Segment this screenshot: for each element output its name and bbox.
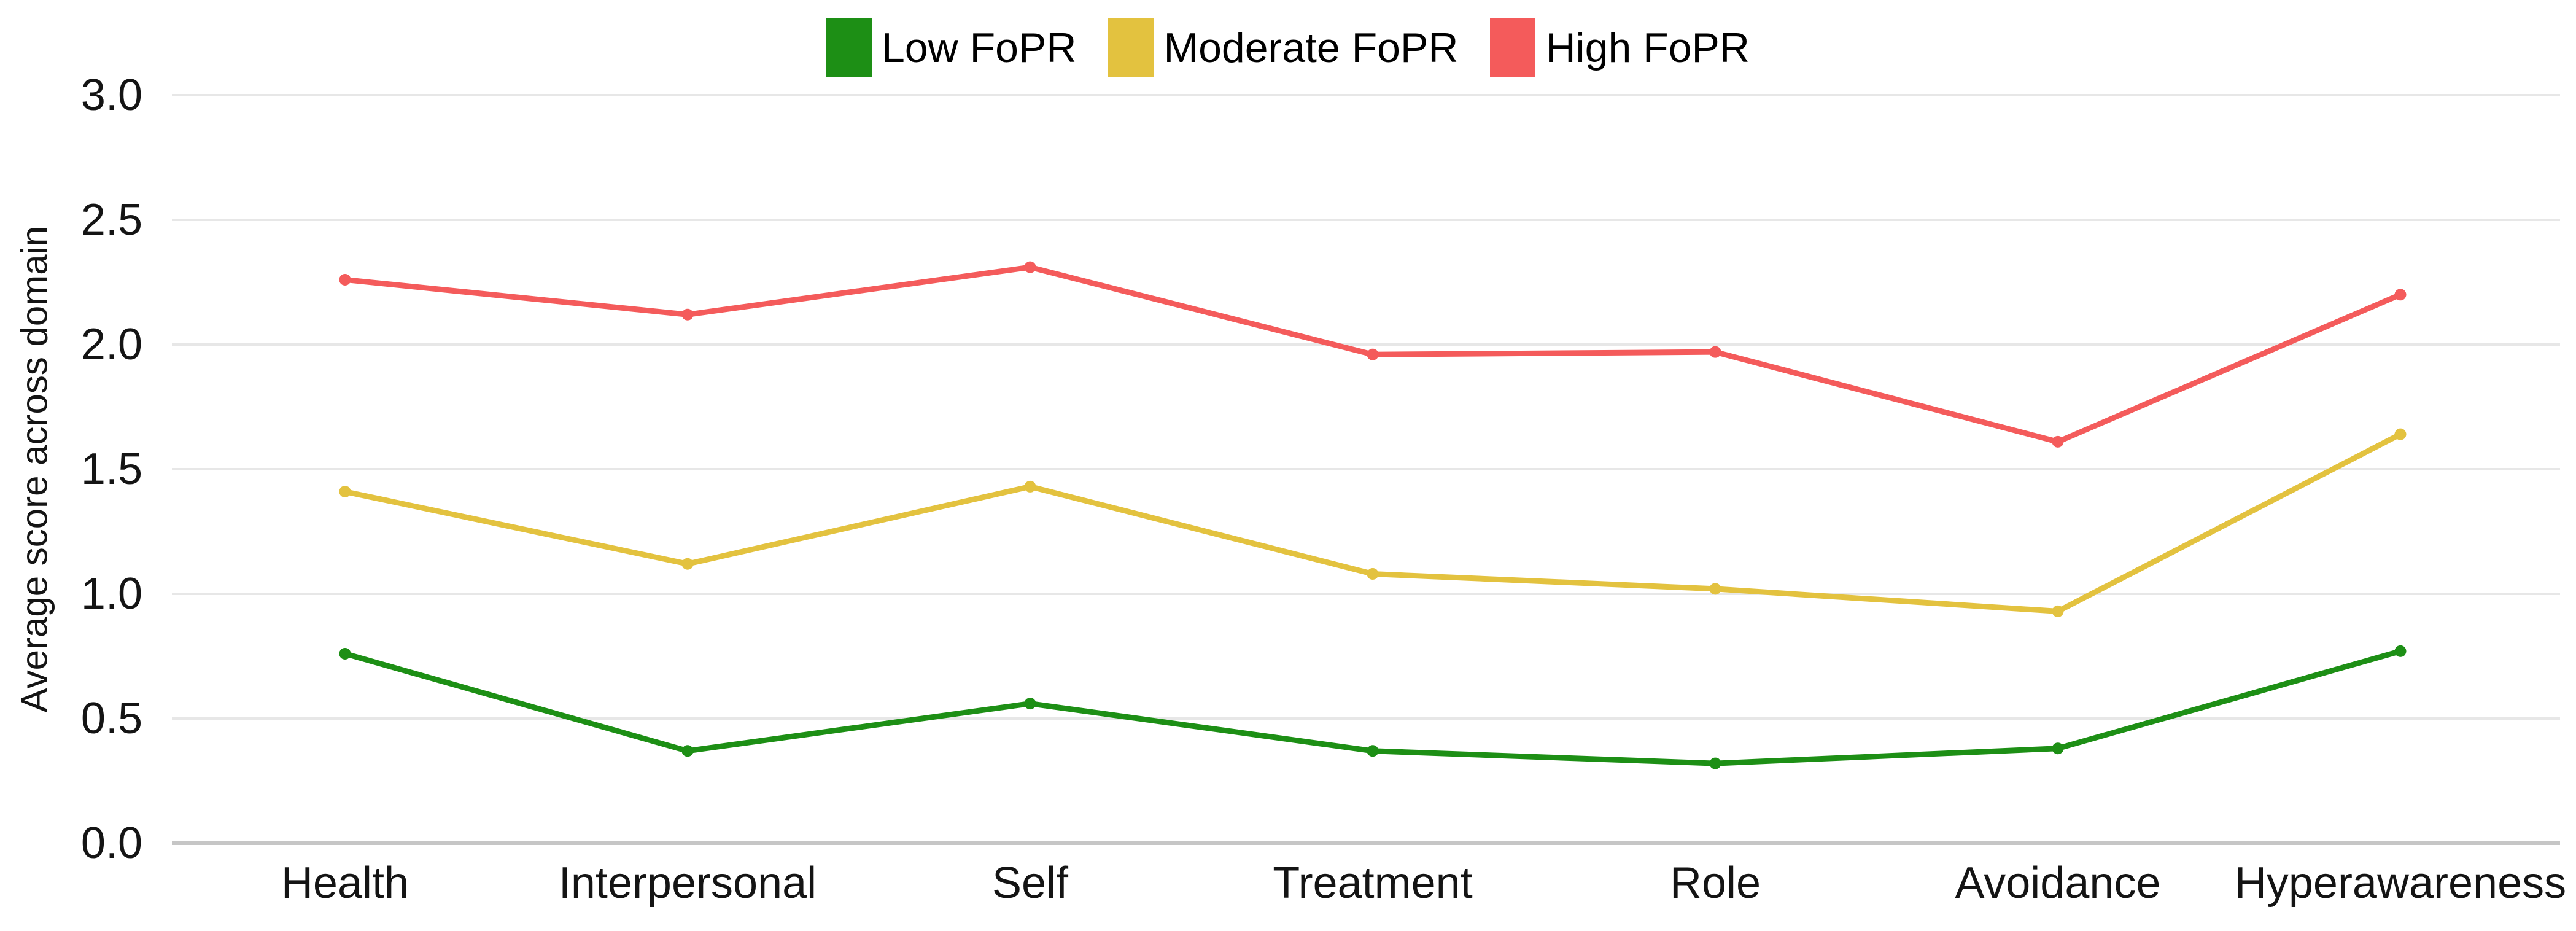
y-tick-label: 2.5: [81, 195, 142, 244]
x-tick-label: Health: [281, 859, 409, 908]
data-point-low-fopr: [2394, 645, 2407, 657]
chart-legend: Low FoPR Moderate FoPR High FoPR: [0, 18, 2576, 77]
x-tick-label: Self: [992, 859, 1069, 908]
data-point-high-fopr: [1709, 346, 1721, 358]
data-point-low-fopr: [339, 647, 351, 660]
data-point-high-fopr: [2052, 435, 2064, 448]
x-tick-label: Hyperawareness: [2235, 859, 2566, 908]
legend-item-moderate-fopr: Moderate FoPR: [1108, 18, 1458, 77]
data-point-high-fopr: [2394, 289, 2407, 301]
data-point-moderate-fopr: [681, 558, 694, 570]
data-point-high-fopr: [339, 273, 351, 286]
y-tick-label: 2.0: [81, 320, 142, 369]
data-point-moderate-fopr: [1024, 480, 1036, 493]
x-tick-label: Avoidance: [1955, 859, 2161, 908]
data-point-low-fopr: [1367, 745, 1379, 757]
data-point-low-fopr: [1024, 698, 1036, 710]
legend-label-low-fopr: Low FoPR: [881, 25, 1077, 71]
data-point-low-fopr: [1709, 757, 1721, 769]
data-point-moderate-fopr: [1709, 583, 1721, 595]
data-point-low-fopr: [2052, 742, 2064, 755]
x-tick-label: Interpersonal: [559, 859, 817, 908]
data-point-moderate-fopr: [1367, 568, 1379, 580]
y-tick-label: 1.0: [81, 569, 142, 618]
x-tick-label: Role: [1670, 859, 1761, 908]
series-line-moderate-fopr: [342, 431, 2403, 614]
legend-label-moderate-fopr: Moderate FoPR: [1163, 25, 1459, 71]
x-tick-label: Treatment: [1273, 859, 1472, 908]
legend-swatch-moderate-fopr: [1108, 18, 1154, 77]
data-point-moderate-fopr: [2394, 428, 2407, 440]
data-point-moderate-fopr: [2052, 605, 2064, 617]
legend-swatch-high-fopr: [1490, 18, 1536, 77]
y-tick-label: 3.0: [81, 71, 142, 120]
data-point-high-fopr: [681, 308, 694, 321]
data-point-high-fopr: [1024, 261, 1036, 273]
data-point-low-fopr: [681, 745, 694, 757]
data-point-moderate-fopr: [339, 486, 351, 498]
legend-swatch-low-fopr: [826, 18, 872, 77]
data-point-high-fopr: [1367, 348, 1379, 360]
y-tick-label: 1.5: [81, 445, 142, 494]
y-axis-title: Average score across domain: [14, 225, 55, 713]
legend-item-high-fopr: High FoPR: [1490, 18, 1750, 77]
y-tick-label: 0.5: [81, 694, 142, 743]
legend-label-high-fopr: High FoPR: [1545, 25, 1750, 71]
y-tick-label: 0.0: [81, 819, 142, 868]
legend-item-low-fopr: Low FoPR: [826, 18, 1076, 77]
